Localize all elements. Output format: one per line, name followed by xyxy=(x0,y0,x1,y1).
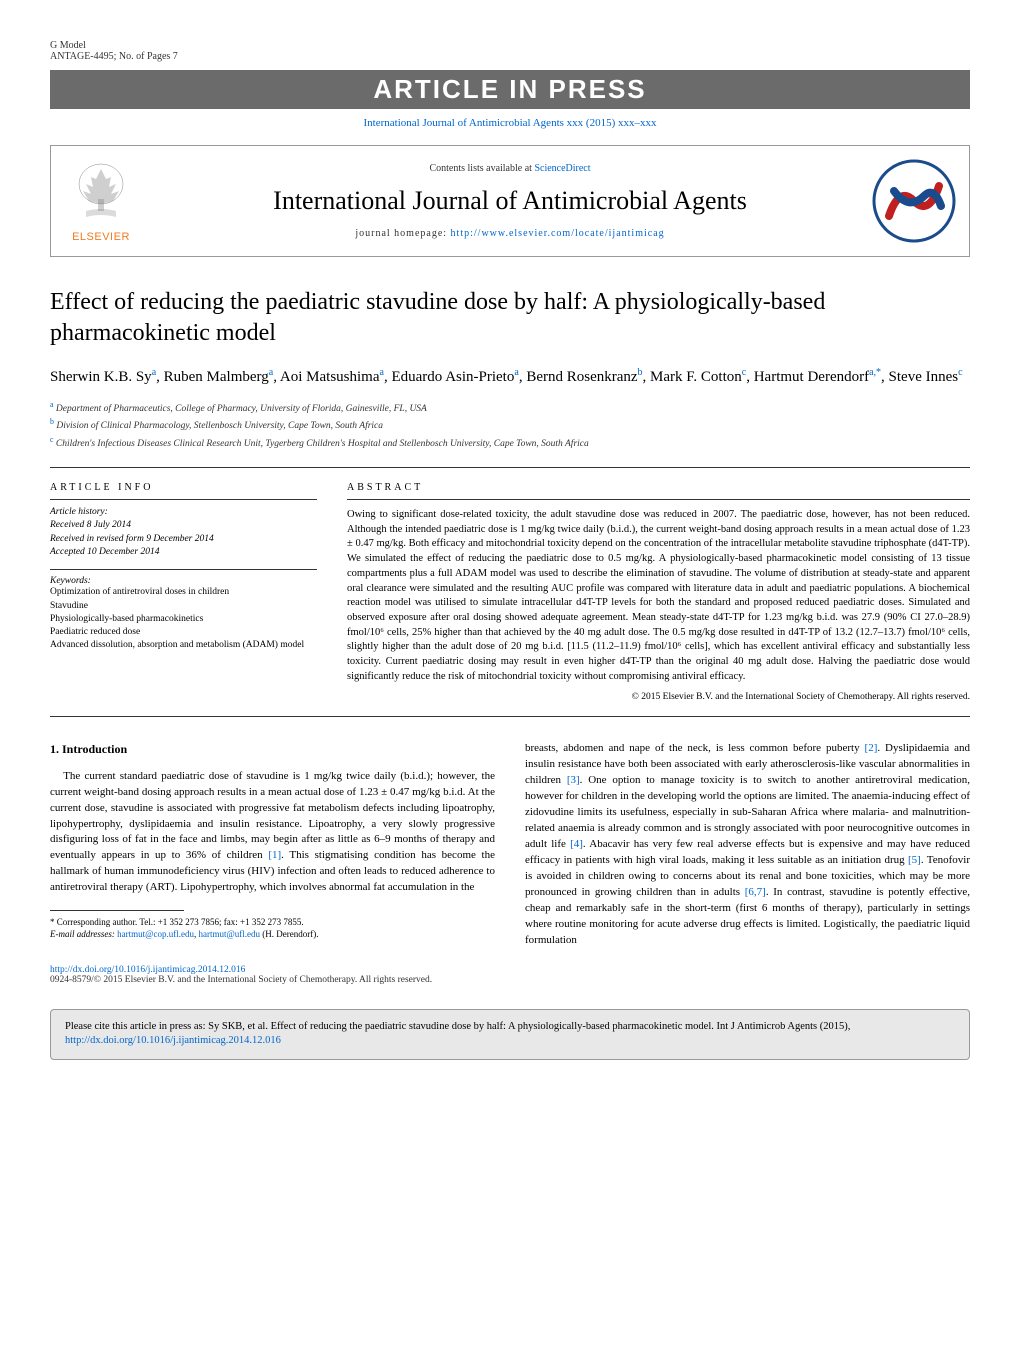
homepage-link[interactable]: http://www.elsevier.com/locate/ijantimic… xyxy=(451,228,665,239)
press-banner: ARTICLE IN PRESS xyxy=(50,70,970,109)
article-code: ANTAGE-4495; No. of Pages 7 xyxy=(50,51,178,62)
ref-link-4[interactable]: [4] xyxy=(570,838,583,850)
journal-homepage: journal homepage: http://www.elsevier.co… xyxy=(161,228,859,239)
article-title: Effect of reducing the paediatric stavud… xyxy=(50,287,970,349)
journal-center: Contents lists available at ScienceDirec… xyxy=(151,153,869,249)
author: Aoi Matsushima xyxy=(280,369,380,385)
received-date: Received 8 July 2014 xyxy=(50,519,317,532)
author: Bernd Rosenkranz xyxy=(526,369,637,385)
article-info-header: ARTICLE INFO xyxy=(50,482,317,500)
keyword: Optimization of antiretroviral doses in … xyxy=(50,586,317,599)
affiliations: a Department of Pharmaceutics, College o… xyxy=(50,399,970,451)
ref-link-2[interactable]: [2] xyxy=(865,742,878,754)
revised-date: Received in revised form 9 December 2014 xyxy=(50,533,317,546)
journal-title: International Journal of Antimicrobial A… xyxy=(161,186,859,216)
isc-logo-icon xyxy=(869,156,959,246)
affiliation-a: Department of Pharmaceutics, College of … xyxy=(56,404,427,414)
left-column: 1. Introduction The current standard pae… xyxy=(50,741,495,948)
authors-list: Sherwin K.B. Sya, Ruben Malmberga, Aoi M… xyxy=(50,365,970,389)
aff-marker: a xyxy=(380,367,384,378)
ref-link-5[interactable]: [5] xyxy=(908,854,921,866)
article-history: Article history: Received 8 July 2014 Re… xyxy=(50,506,317,559)
aff-marker: c xyxy=(742,367,746,378)
article-info-column: ARTICLE INFO Article history: Received 8… xyxy=(50,482,317,702)
keyword: Advanced dissolution, absorption and met… xyxy=(50,639,317,652)
abstract-copyright: © 2015 Elsevier B.V. and the Internation… xyxy=(347,692,970,702)
aff-marker: c xyxy=(958,367,962,378)
journal-header-box: ELSEVIER Contents lists available at Sci… xyxy=(50,145,970,257)
aff-marker: b xyxy=(638,367,643,378)
doi-link[interactable]: http://dx.doi.org/10.1016/j.ijantimicag.… xyxy=(50,965,970,975)
ref-link-1[interactable]: [1] xyxy=(268,849,281,861)
elsevier-logo: ELSEVIER xyxy=(51,146,151,256)
aff-marker: a xyxy=(152,367,156,378)
author: Steve Innes xyxy=(889,369,959,385)
corresponding-text: * Corresponding author. Tel.: +1 352 273… xyxy=(50,917,495,929)
ref-link-3[interactable]: [3] xyxy=(567,774,580,786)
issn-copyright: 0924-8579/© 2015 Elsevier B.V. and the I… xyxy=(50,975,970,985)
keyword: Paediatric reduced dose xyxy=(50,626,317,639)
cite-doi-link[interactable]: http://dx.doi.org/10.1016/j.ijantimicag.… xyxy=(65,1035,281,1046)
society-logo xyxy=(869,156,959,246)
header-bar: G Model ANTAGE-4495; No. of Pages 7 xyxy=(50,40,970,62)
affiliation-c: Children's Infectious Diseases Clinical … xyxy=(56,439,589,449)
affiliation-b: Division of Clinical Pharmacology, Stell… xyxy=(56,421,383,431)
contents-prefix: Contents lists available at xyxy=(429,163,534,174)
keyword: Physiologically-based pharmacokinetics xyxy=(50,613,317,626)
right-column: breasts, abdomen and nape of the neck, i… xyxy=(525,741,970,948)
aff-marker: a xyxy=(269,367,273,378)
email-link-2[interactable]: hartmut@ufl.edu xyxy=(198,929,260,939)
homepage-prefix: journal homepage: xyxy=(355,228,450,239)
g-model-label: G Model xyxy=(50,40,178,51)
email-label: E-mail addresses: xyxy=(50,929,117,939)
elsevier-text: ELSEVIER xyxy=(72,231,130,243)
keyword: Stavudine xyxy=(50,600,317,613)
citation-box: Please cite this article in press as: Sy… xyxy=(50,1009,970,1060)
elsevier-tree-icon xyxy=(71,159,131,229)
author: Eduardo Asin-Prieto xyxy=(391,369,514,385)
abstract-column: ABSTRACT Owing to significant dose-relat… xyxy=(347,482,970,702)
journal-reference: International Journal of Antimicrobial A… xyxy=(50,117,970,129)
cite-text: Please cite this article in press as: Sy… xyxy=(65,1021,850,1032)
abstract-header: ABSTRACT xyxy=(347,482,970,500)
email-link-1[interactable]: hartmut@cop.ufl.edu xyxy=(117,929,194,939)
abstract-text: Owing to significant dose-related toxici… xyxy=(347,508,970,684)
author: Hartmut Derendorf xyxy=(754,369,869,385)
body-columns: 1. Introduction The current standard pae… xyxy=(50,741,970,948)
contents-line: Contents lists available at ScienceDirec… xyxy=(161,163,859,174)
sciencedirect-link[interactable]: ScienceDirect xyxy=(534,163,590,174)
author: Sherwin K.B. Sy xyxy=(50,369,152,385)
ref-link-67[interactable]: [6,7] xyxy=(745,886,766,898)
history-label: Article history: xyxy=(50,506,317,519)
keywords-list: Optimization of antiretroviral doses in … xyxy=(50,586,317,652)
corresponding-author-footnote: * Corresponding author. Tel.: +1 352 273… xyxy=(50,917,495,940)
aff-marker: a,* xyxy=(869,367,881,378)
footnote-separator xyxy=(50,910,184,911)
author: Mark F. Cotton xyxy=(650,369,742,385)
keywords-label: Keywords: xyxy=(50,569,317,586)
author: Ruben Malmberg xyxy=(164,369,269,385)
accepted-date: Accepted 10 December 2014 xyxy=(50,546,317,559)
intro-paragraph-cont: breasts, abdomen and nape of the neck, i… xyxy=(525,741,970,948)
aff-marker: a xyxy=(514,367,518,378)
info-abstract-row: ARTICLE INFO Article history: Received 8… xyxy=(50,467,970,717)
intro-paragraph: The current standard paediatric dose of … xyxy=(50,769,495,897)
section-1-heading: 1. Introduction xyxy=(50,741,495,758)
